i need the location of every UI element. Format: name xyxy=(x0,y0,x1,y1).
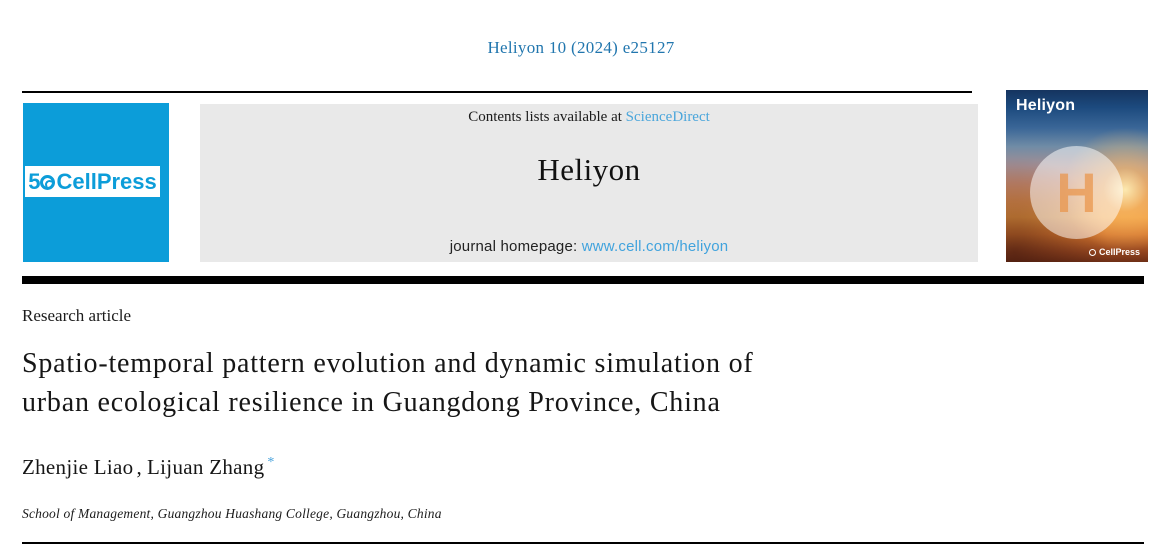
journal-title: Heliyon xyxy=(537,152,641,187)
footer-rule xyxy=(22,542,1144,544)
cover-publisher: CellPress xyxy=(1088,247,1140,257)
cellpress-logo-text: CellPress xyxy=(56,168,157,194)
running-head-citation: Heliyon 10 (2024) e25127 xyxy=(487,38,675,57)
cellpress-mini-swirl-icon xyxy=(1088,248,1096,256)
cover-monogram-h: H xyxy=(1056,160,1097,224)
journal-banner: Contents lists available at ScienceDirec… xyxy=(200,104,978,262)
section-divider-bar xyxy=(22,276,1144,284)
author-affiliation: School of Management, Guangzhou Huashang… xyxy=(22,506,442,521)
homepage-label: journal homepage: xyxy=(449,238,578,255)
author-name: Lijuan Zhang xyxy=(147,455,265,479)
article-title: Spatio-temporal pattern evolution and dy… xyxy=(22,344,754,422)
author-list: Zhenjie Liao, Lijuan Zhang * xyxy=(22,455,275,480)
homepage-link[interactable]: www.cell.com/heliyon xyxy=(581,238,729,255)
homepage-line: journal homepage: www.cell.com/heliyon xyxy=(200,238,978,255)
cover-journal-name: Heliyon xyxy=(1016,97,1076,114)
article-title-line1: Spatio-temporal pattern evolution and dy… xyxy=(22,348,754,379)
cover-publisher-text: CellPress xyxy=(1098,247,1140,257)
header-rule xyxy=(22,91,972,93)
contents-line: Contents lists available at ScienceDirec… xyxy=(200,109,978,126)
contents-text: Contents lists available at xyxy=(468,109,622,125)
cellpress-swirl-icon xyxy=(40,175,56,190)
cellpress-anniversary-number: 5 xyxy=(28,168,41,194)
sciencedirect-link[interactable]: ScienceDirect xyxy=(625,109,710,125)
article-type-label: Research article xyxy=(22,306,132,325)
author-name: Zhenjie Liao xyxy=(22,455,134,479)
corresponding-author-asterisk[interactable]: * xyxy=(267,455,275,470)
article-title-line2: urban ecological resilience in Guangdong… xyxy=(22,387,721,418)
author-separator: , xyxy=(136,455,143,479)
cover-circle-emblem: H xyxy=(1030,146,1123,239)
journal-cover-image: Heliyon H CellPress xyxy=(1006,90,1148,262)
cellpress-logo: 5 CellPress xyxy=(23,103,169,262)
cellpress-logo-band: 5 CellPress xyxy=(25,166,160,197)
